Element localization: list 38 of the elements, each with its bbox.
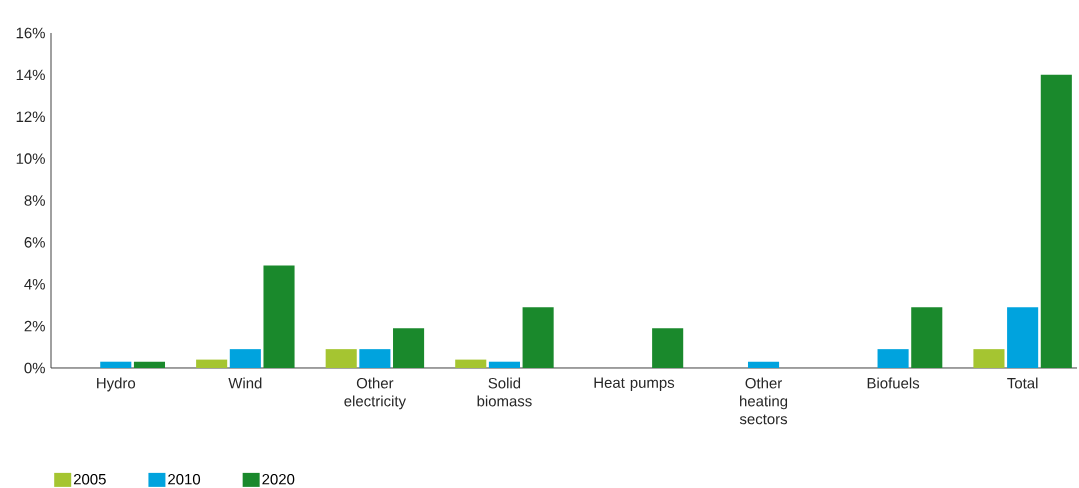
legend-label: 2020 — [262, 473, 295, 485]
legend-label: 2005 — [73, 473, 106, 485]
bar — [747, 361, 780, 368]
bar — [229, 349, 261, 368]
bar — [133, 361, 166, 368]
y-tick-label: 0% — [24, 362, 45, 374]
y-tick-label: 16% — [16, 27, 45, 39]
bar — [1040, 74, 1072, 368]
x-tick-label: Hydro — [97, 377, 136, 392]
bar — [488, 361, 520, 368]
bar — [359, 349, 391, 368]
x-tick-label: Heat pumps — [594, 377, 675, 391]
bar — [877, 349, 909, 368]
x-tick-label: Total — [1007, 377, 1038, 389]
x-tick-label: Other electricity — [344, 377, 406, 410]
y-tick-label: 4% — [24, 279, 45, 290]
y-tick-label: 10% — [16, 153, 45, 164]
bar — [455, 359, 487, 368]
bar — [911, 307, 943, 368]
x-tick-label: Wind — [228, 377, 262, 389]
y-tick-label: 2% — [24, 320, 45, 332]
y-tick-label: 14% — [16, 69, 45, 81]
bar — [196, 359, 228, 368]
y-tick-label: 6% — [24, 237, 45, 248]
x-tick-label: Solid biomass — [477, 377, 532, 407]
bar — [522, 307, 554, 368]
bar — [100, 361, 132, 368]
bar — [393, 328, 425, 368]
legend-label: 2010 — [168, 473, 201, 485]
bar — [973, 349, 1005, 368]
y-tick-label: 8% — [24, 195, 45, 206]
bar — [263, 265, 295, 368]
x-tick-label: Biofuels — [867, 377, 920, 389]
x-tick-label: Other heating sectors — [739, 377, 788, 425]
bar — [325, 349, 357, 368]
bar — [1007, 307, 1039, 368]
bar — [652, 328, 684, 368]
y-tick-label: 12% — [16, 111, 45, 122]
